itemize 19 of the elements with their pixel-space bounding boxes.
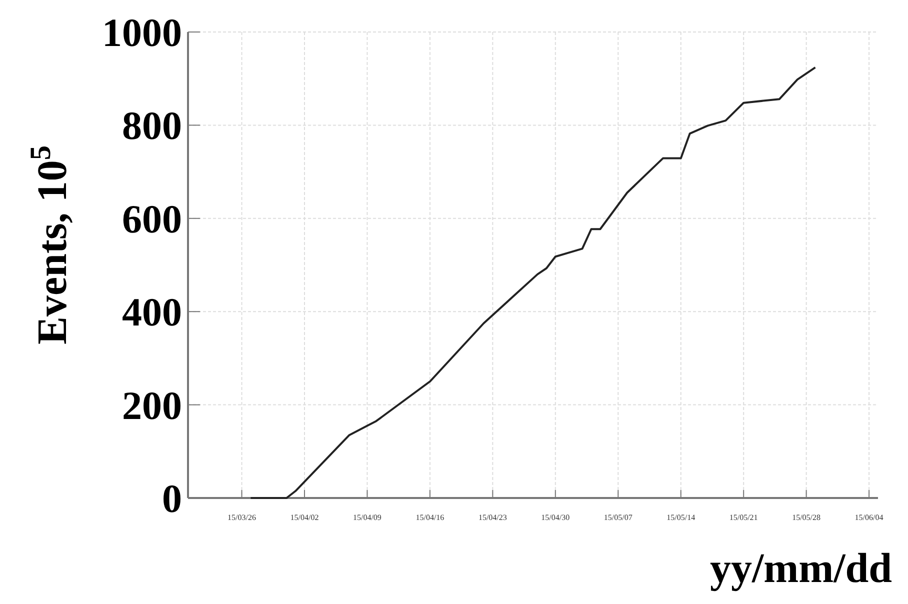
x-tick-label: 15/04/02 [290, 513, 319, 522]
x-tick-label: 15/04/09 [352, 513, 382, 522]
y-tick-label: 600 [122, 196, 182, 242]
y-tick-label: 800 [122, 103, 182, 148]
x-tick-label: 15/04/23 [478, 513, 507, 522]
y-tick-label: 1000 [102, 10, 182, 55]
line-series [250, 66, 816, 499]
x-axis-title: yy/mm/dd [710, 546, 892, 592]
x-tick-label: 15/06/04 [854, 513, 884, 522]
y-tick-label: 400 [122, 290, 182, 335]
x-tick-label: 15/05/07 [604, 513, 632, 522]
x-tick-label: 15/04/30 [541, 513, 570, 522]
y-tick-label: 200 [122, 382, 182, 428]
x-tick-label: 15/05/28 [792, 513, 821, 522]
x-tick-label: 15/03/26 [228, 513, 256, 522]
y-tick-label: 0 [162, 476, 182, 521]
x-tick-label: 15/05/21 [729, 513, 758, 522]
x-tick-label: 15/05/14 [666, 513, 696, 522]
x-tick-label: 15/04/16 [416, 513, 444, 522]
